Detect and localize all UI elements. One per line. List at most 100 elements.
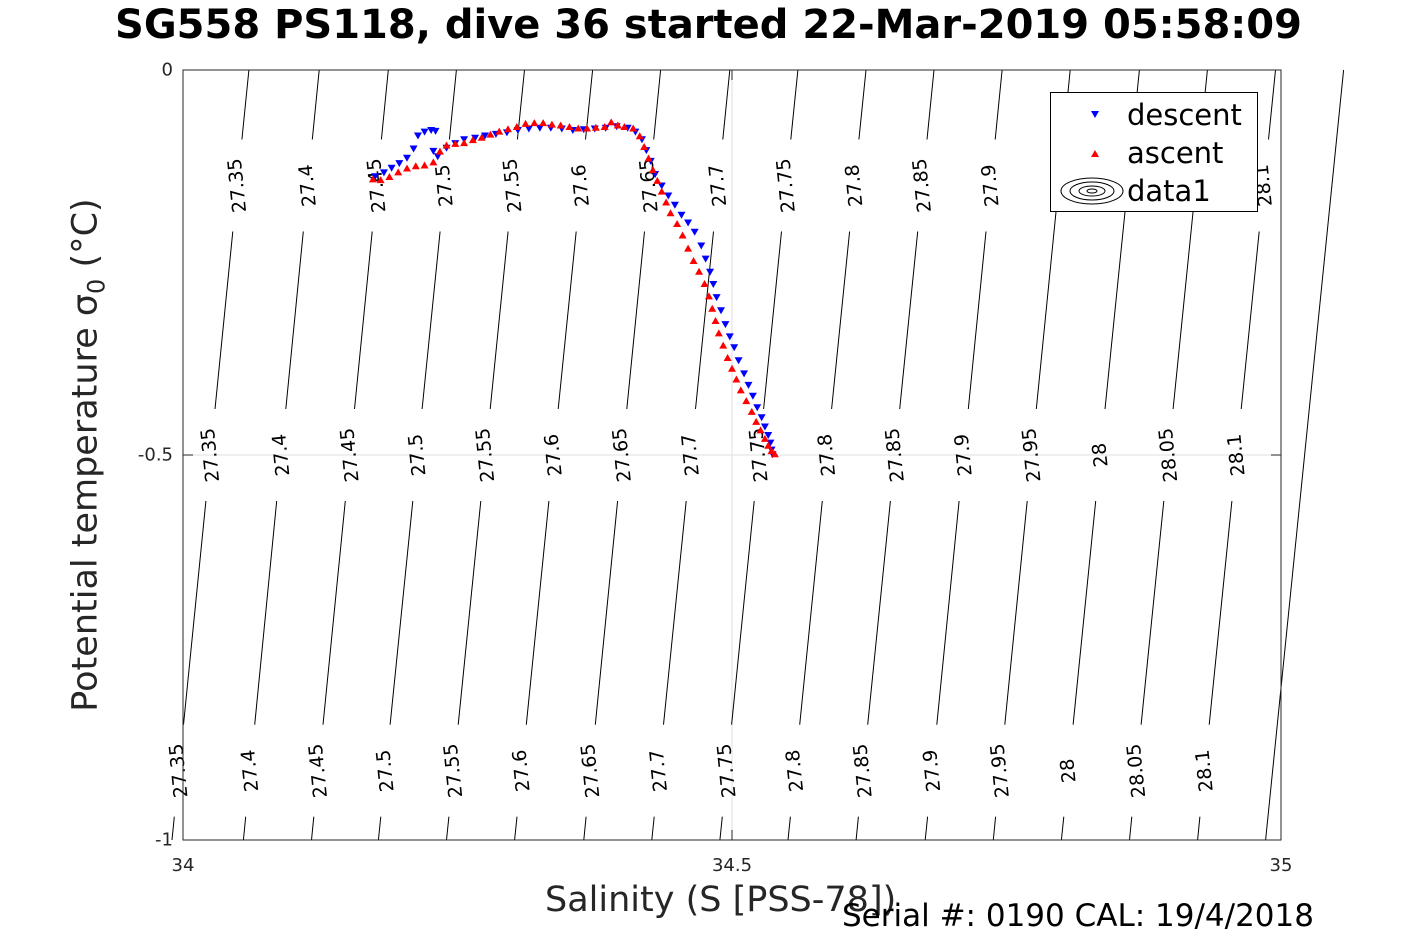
contour-line-27.45	[311, 69, 389, 841]
contour-label: 27.8	[814, 433, 840, 477]
ascent-marker	[442, 141, 451, 149]
triangle-down-marker-icon	[1091, 111, 1099, 118]
descent-marker	[740, 370, 749, 378]
ascent-marker	[711, 317, 720, 325]
descent-marker	[744, 381, 753, 389]
legend-item-descent: descent	[1051, 97, 1257, 133]
descent-marker	[409, 145, 418, 153]
ascent-marker	[648, 166, 657, 174]
contour-label: 27.5	[432, 163, 458, 207]
ascent-marker	[530, 119, 539, 127]
descent-marker	[764, 431, 773, 439]
ascent-marker	[723, 353, 732, 361]
contour-label: 27.9	[978, 163, 1004, 207]
contour-line-27.6	[514, 69, 594, 841]
ascent-marker	[653, 176, 662, 184]
ascent-marker	[695, 267, 704, 275]
contour-label: 27.45	[336, 427, 363, 483]
legend-label-data1: data1	[1127, 174, 1211, 208]
legend: descent ascent data1	[1050, 92, 1258, 212]
ascent-marker	[708, 304, 717, 312]
ascent-marker	[742, 397, 751, 405]
y-tick-label: -0.5	[138, 445, 173, 466]
contour-line-27.4	[242, 69, 320, 841]
descent-marker	[701, 255, 710, 263]
contour-label: 27.45	[363, 157, 390, 213]
ascent-marker	[376, 176, 385, 184]
contour-label: 27.75	[773, 157, 800, 213]
ascent-marker	[402, 164, 411, 172]
contour-label: 27.85	[909, 157, 936, 213]
contour-label: 27.45	[305, 743, 332, 799]
descent-marker	[429, 147, 438, 155]
chart-title: SG558 PS118, dive 36 started 22-Mar-2019…	[115, 2, 1302, 48]
contour-label: 28	[1056, 758, 1080, 784]
descent-marker	[395, 160, 404, 168]
ascent-marker	[429, 158, 438, 166]
ascent-marker	[620, 122, 629, 130]
descent-marker	[734, 357, 743, 365]
ascent-marker	[411, 162, 420, 170]
descent-marker	[657, 182, 666, 190]
x-tick-label: 34	[172, 855, 195, 876]
ascent-marker	[728, 364, 736, 372]
contour-label: 27.6	[541, 433, 567, 477]
descent-marker	[433, 153, 442, 161]
triangle-up-marker-icon	[1091, 150, 1099, 157]
descent-marker	[480, 132, 489, 140]
x-tick-label: 35	[1270, 855, 1293, 876]
contour-label: 27.9	[919, 749, 945, 793]
descent-marker	[725, 333, 734, 341]
data-markers	[368, 118, 779, 459]
ascent-marker	[477, 133, 486, 141]
contour-label: 28.1	[1192, 749, 1218, 793]
ascent-marker	[684, 244, 693, 252]
ascent-marker	[657, 187, 666, 195]
contour-label: 27.35	[197, 427, 224, 483]
contour-label: 27.35	[224, 157, 251, 213]
descent-marker	[677, 211, 686, 219]
y-axis-label-subscript: 0	[82, 278, 111, 294]
contour-label: 27.4	[295, 163, 321, 207]
ascent-marker	[547, 120, 556, 128]
contour-label: 27.7	[678, 433, 704, 477]
contour-label: 27.7	[705, 163, 731, 207]
ascent-marker	[752, 417, 761, 425]
contour-label: 27.7	[646, 749, 672, 793]
descent-marker	[760, 423, 769, 431]
descent-marker	[402, 154, 411, 162]
ascent-marker	[764, 441, 773, 449]
ascent-marker	[756, 426, 765, 434]
contour-label: 27.6	[568, 163, 594, 207]
ascent-marker	[662, 198, 671, 206]
ascent-marker	[629, 124, 638, 132]
ascent-marker	[468, 136, 477, 144]
ascent-marker	[635, 132, 644, 140]
legend-label-descent: descent	[1127, 98, 1242, 132]
contour-label: 27.8	[841, 163, 867, 207]
descent-marker	[712, 294, 721, 302]
ascent-marker	[640, 143, 649, 150]
ascent-marker	[451, 139, 460, 147]
ascent-marker	[770, 450, 779, 458]
contour-label: 27.95	[1018, 427, 1045, 483]
descent-marker	[684, 219, 693, 227]
contour-label: 27.65	[609, 427, 636, 483]
ascent-marker	[666, 209, 675, 217]
contour-ellipses-icon	[1060, 177, 1124, 205]
contour-label: 27.55	[499, 157, 526, 213]
descent-marker	[664, 192, 673, 200]
contour-line-27.75	[719, 69, 799, 841]
ascent-marker	[556, 121, 565, 129]
ascent-marker	[613, 121, 622, 129]
contour-label: 28.05	[1123, 743, 1150, 799]
contour-label: 27.6	[509, 749, 535, 793]
descent-marker	[524, 125, 533, 133]
legend-label-ascent: ascent	[1127, 136, 1224, 170]
ascent-marker	[760, 434, 769, 442]
descent-marker	[431, 127, 440, 135]
ascent-marker	[539, 119, 548, 127]
ascent-marker	[719, 341, 728, 349]
ascent-marker	[394, 168, 403, 176]
